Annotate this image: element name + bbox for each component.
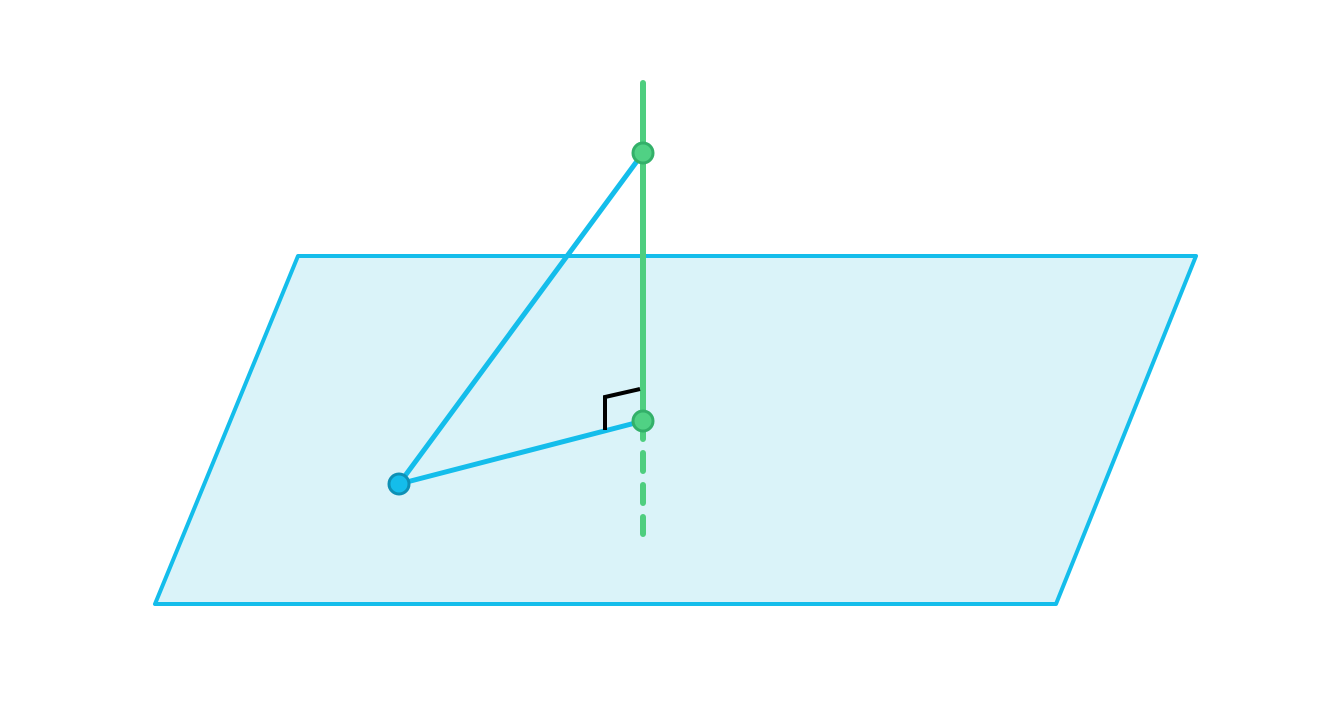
point-plane-point: [389, 474, 409, 494]
geometry-diagram: [0, 0, 1320, 702]
point-intersection: [633, 411, 653, 431]
point-top: [633, 143, 653, 163]
plane: [155, 256, 1196, 604]
